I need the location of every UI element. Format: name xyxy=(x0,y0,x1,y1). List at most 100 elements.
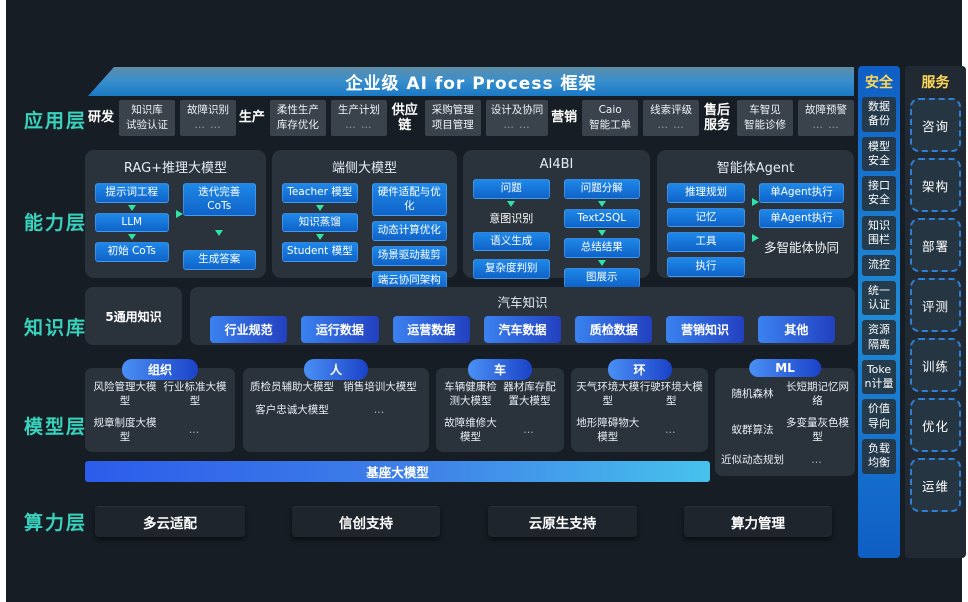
app-item-top: Caio xyxy=(598,104,622,116)
security-panel-title: 安全 xyxy=(865,75,893,91)
service-panel-title: 服务 xyxy=(921,75,950,91)
model-group-tag: 环 xyxy=(607,359,672,380)
arrow-right-icon xyxy=(751,198,759,206)
arrow-right-icon xyxy=(751,234,759,242)
flow-node: Teacher 模型 xyxy=(282,183,358,203)
model-group-vehicle: 车 车辆健康检测大模型 器材库存配置大模型 故障维修大模型 … xyxy=(436,359,564,452)
rag-left-flow: 提示词工程 LLM 初始 CoTs xyxy=(95,183,169,270)
app-item: 生产计划 … … xyxy=(330,100,387,137)
knowledge-auto-title: 汽车知识 xyxy=(497,295,548,310)
flow-node: 生成答案 xyxy=(182,250,256,270)
model-item: … xyxy=(373,403,387,416)
service-item: 优化 xyxy=(910,398,961,452)
ai4bi-left-flow: 问题 意图识别 语义生成 复杂度判别 xyxy=(473,179,550,288)
model-item: 行业标准大模型 xyxy=(163,381,227,407)
app-item-bottom: … … xyxy=(503,119,531,132)
model-item: … xyxy=(665,424,678,437)
security-item: 数据备份 xyxy=(862,97,896,132)
app-item-bottom: 智能诊修 xyxy=(743,119,786,132)
flow-node: 图展示 xyxy=(563,267,640,288)
app-group-after-sales: 售后服务 车智见 智能诊修 故障预警 … … xyxy=(702,100,854,137)
app-group-production: 生产 柔性生产 库存优化 生产计划 … … xyxy=(238,100,387,137)
arrow-down-icon xyxy=(215,230,224,237)
flow-node: 语义生成 xyxy=(473,231,550,252)
base-model-bar: 基座大模型 xyxy=(85,461,710,482)
arrow-down-icon xyxy=(507,200,516,207)
rag-right-flow: 迭代完善CoTs 生成答案 xyxy=(182,183,256,270)
flow-node: LLM xyxy=(95,212,169,233)
app-item: 柔性生产 库存优化 xyxy=(269,100,326,137)
model-item: 行驶环境大模型 xyxy=(639,381,703,407)
compute-button-cloudnative: 云原生支持 xyxy=(488,506,637,537)
capability-box-rag: RAG+推理大模型 提示词工程 LLM 初始 CoTs 迭代完善CoTs 生成答… xyxy=(85,150,266,278)
app-group-label: 售后服务 xyxy=(703,102,730,134)
model-item: 长短期记忆网络 xyxy=(786,381,849,407)
model-items: 风险管理大模型 行业标准大模型 规章制度大模型 … xyxy=(85,368,235,449)
app-item: 故障预警 … … xyxy=(797,100,854,137)
model-item: 随机森林 xyxy=(731,387,774,400)
agent-footer-label: 多智能体协同 xyxy=(763,240,839,256)
flow-node: 执行 xyxy=(667,256,745,277)
app-group-supply-chain: 供应链 采购管理 项目管理 设计及协同 … … xyxy=(390,100,549,137)
arrow-down-icon xyxy=(315,204,324,211)
ai4bi-columns: 问题 意图识别 语义生成 复杂度判别 问题分解 Text2SQL 总结结果 图展… xyxy=(463,172,650,288)
model-item: 销售培训大模型 xyxy=(343,381,417,393)
arrow-down-icon xyxy=(127,234,136,241)
security-item: 知识围栏 xyxy=(862,215,896,251)
model-item: 风险管理大模型 xyxy=(93,381,157,407)
model-item: 故障维修大模型 xyxy=(444,417,497,443)
security-item: 资源隔离 xyxy=(862,320,896,355)
rag-columns: 提示词工程 LLM 初始 CoTs 迭代完善CoTs 生成答案 xyxy=(85,176,266,270)
app-group-rnd: 研发 知识库 试验认证 故障识别 … … xyxy=(88,100,237,137)
arrow-right-icon xyxy=(175,210,183,218)
agent-left-list: 推理规划 记忆 工具 执行 xyxy=(667,183,745,282)
capability-box-ai4bi: AI4BI 问题 意图识别 语义生成 复杂度判别 问题分解 Text2SQL 总… xyxy=(463,150,650,288)
security-item: 价值导向 xyxy=(862,399,896,435)
application-row: 研发 知识库 试验认证 故障识别 … … 生产 柔性生产 库存优化 生产计划 …… xyxy=(88,100,854,137)
flow-node: Student 模型 xyxy=(282,242,358,262)
capability-box-agent: 智能体Agent 推理规划 记忆 工具 执行 单Agent执行 单Agent执行… xyxy=(657,150,854,278)
flow-node: 问题分解 xyxy=(563,179,640,199)
app-item-top: 车智见 xyxy=(749,104,781,116)
banner: 企业级 AI for Process 框架 xyxy=(88,67,854,96)
app-item-bottom: … … xyxy=(345,119,373,132)
ai4bi-right-flow: 问题分解 Text2SQL 总结结果 图展示 xyxy=(563,179,640,288)
app-group-label: 生产 xyxy=(238,110,265,126)
model-group-person: 人 质检员辅助大模型 销售培训大模型 客户忠诚大模型 … xyxy=(243,359,429,452)
compute-button-management: 算力管理 xyxy=(684,506,832,537)
security-item: Token计量 xyxy=(862,359,896,395)
model-item: 地形障碍物大模型 xyxy=(576,417,640,443)
arrow-down-icon xyxy=(597,259,606,266)
security-item: 流控 xyxy=(862,255,896,276)
knowledge-pill: 其他 xyxy=(757,316,835,343)
flow-node: 推理规划 xyxy=(667,183,745,203)
app-group-label: 营销 xyxy=(551,110,578,126)
app-item-top: 故障预警 xyxy=(804,104,847,116)
knowledge-pill: 运行数据 xyxy=(301,316,379,343)
flow-node: 问题 xyxy=(473,179,550,199)
model-item: 天气环境大模型 xyxy=(576,381,640,407)
service-item: 架构 xyxy=(910,158,961,212)
app-item-bottom: 库存优化 xyxy=(276,119,319,132)
flow-node: 总结结果 xyxy=(563,238,640,258)
flow-node: 单Agent执行 xyxy=(759,183,844,203)
model-item: 质检员辅助大模型 xyxy=(250,381,334,393)
flow-node: 初始 CoTs xyxy=(95,242,169,262)
app-item-bottom: … … xyxy=(194,119,222,132)
edge-columns: Teacher 模型 知识蒸馏 Student 模型 硬件适配与优化 动态计算优… xyxy=(272,176,457,295)
knowledge-pill: 营销知识 xyxy=(666,316,744,343)
capability-box-edge-model: 端侧大模型 Teacher 模型 知识蒸馏 Student 模型 硬件适配与优化… xyxy=(272,150,457,291)
edge-left-flow: Teacher 模型 知识蒸馏 Student 模型 xyxy=(282,183,358,295)
edge-right-list: 硬件适配与优化 动态计算优化 场景驱动裁剪 端云协同架构 xyxy=(371,183,447,295)
knowledge-pill: 行业规范 xyxy=(210,316,288,343)
agent-columns: 推理规划 记忆 工具 执行 单Agent执行 单Agent执行 多智能体协同 xyxy=(657,176,854,282)
model-item: 多变量灰色模型 xyxy=(786,417,849,443)
app-item-bottom: … … xyxy=(657,119,685,132)
model-items: 天气环境大模型 行驶环境大模型 地形障碍物大模型 … xyxy=(571,368,708,449)
model-item: 器材库存配置大模型 xyxy=(503,381,556,407)
model-item: 客户忠诚大模型 xyxy=(255,403,329,416)
knowledge-pill: 运营数据 xyxy=(392,316,470,343)
app-item: 故障识别 … … xyxy=(180,100,237,137)
knowledge-pill: 质检数据 xyxy=(575,316,653,343)
